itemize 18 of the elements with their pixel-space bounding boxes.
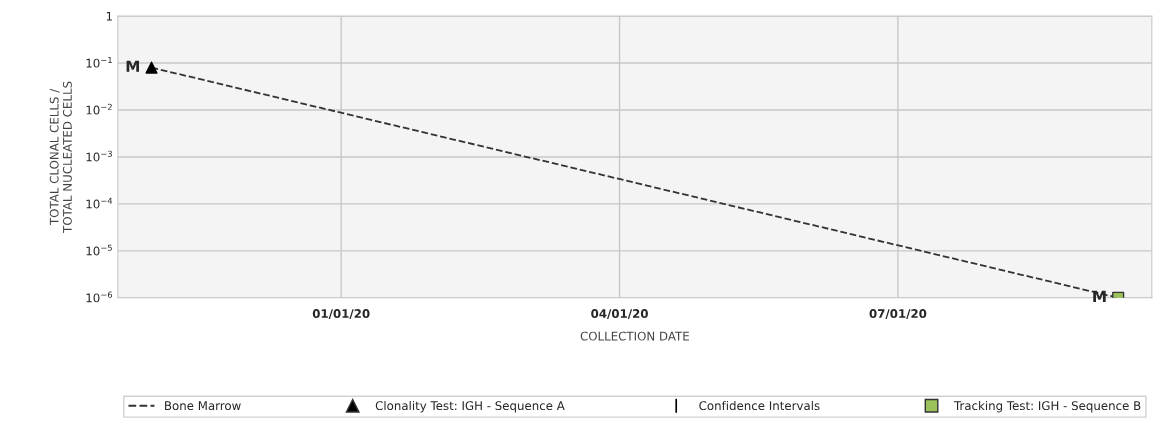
legend-label: Tracking Test: IGH - Sequence B xyxy=(953,400,1141,413)
x-axis-title: COLLECTION DATE xyxy=(580,331,689,341)
y-tick-label: 10$^{−3}$ xyxy=(86,150,112,162)
annotation: M xyxy=(126,60,139,72)
y-axis-title: TOTAL CLONAL CELLS / TOTAL NUCLEATED CELLS xyxy=(49,81,72,233)
legend-label: Confidence Intervals xyxy=(699,400,820,411)
y-tick-label: 1 xyxy=(106,11,112,21)
y-tick-label: 10$^{−1}$ xyxy=(86,56,112,68)
y-tick-label: 10$^{−4}$ xyxy=(86,197,113,209)
y-tick-label: 10$^{−5}$ xyxy=(86,244,112,256)
y-tick-label: 10$^{−2}$ xyxy=(86,103,112,115)
annotation: M xyxy=(1093,290,1106,303)
legend-label: Bone Marrow xyxy=(165,401,241,411)
y-tick-label: 10$^{−6}$ xyxy=(86,291,113,303)
x-tick-label: 07/01/20 xyxy=(869,309,927,319)
legend-label: Clonality Test: IGH - Sequence A xyxy=(375,400,565,413)
x-tick-label: 04/01/20 xyxy=(591,309,648,319)
x-tick-label: 01/01/20 xyxy=(312,309,370,319)
